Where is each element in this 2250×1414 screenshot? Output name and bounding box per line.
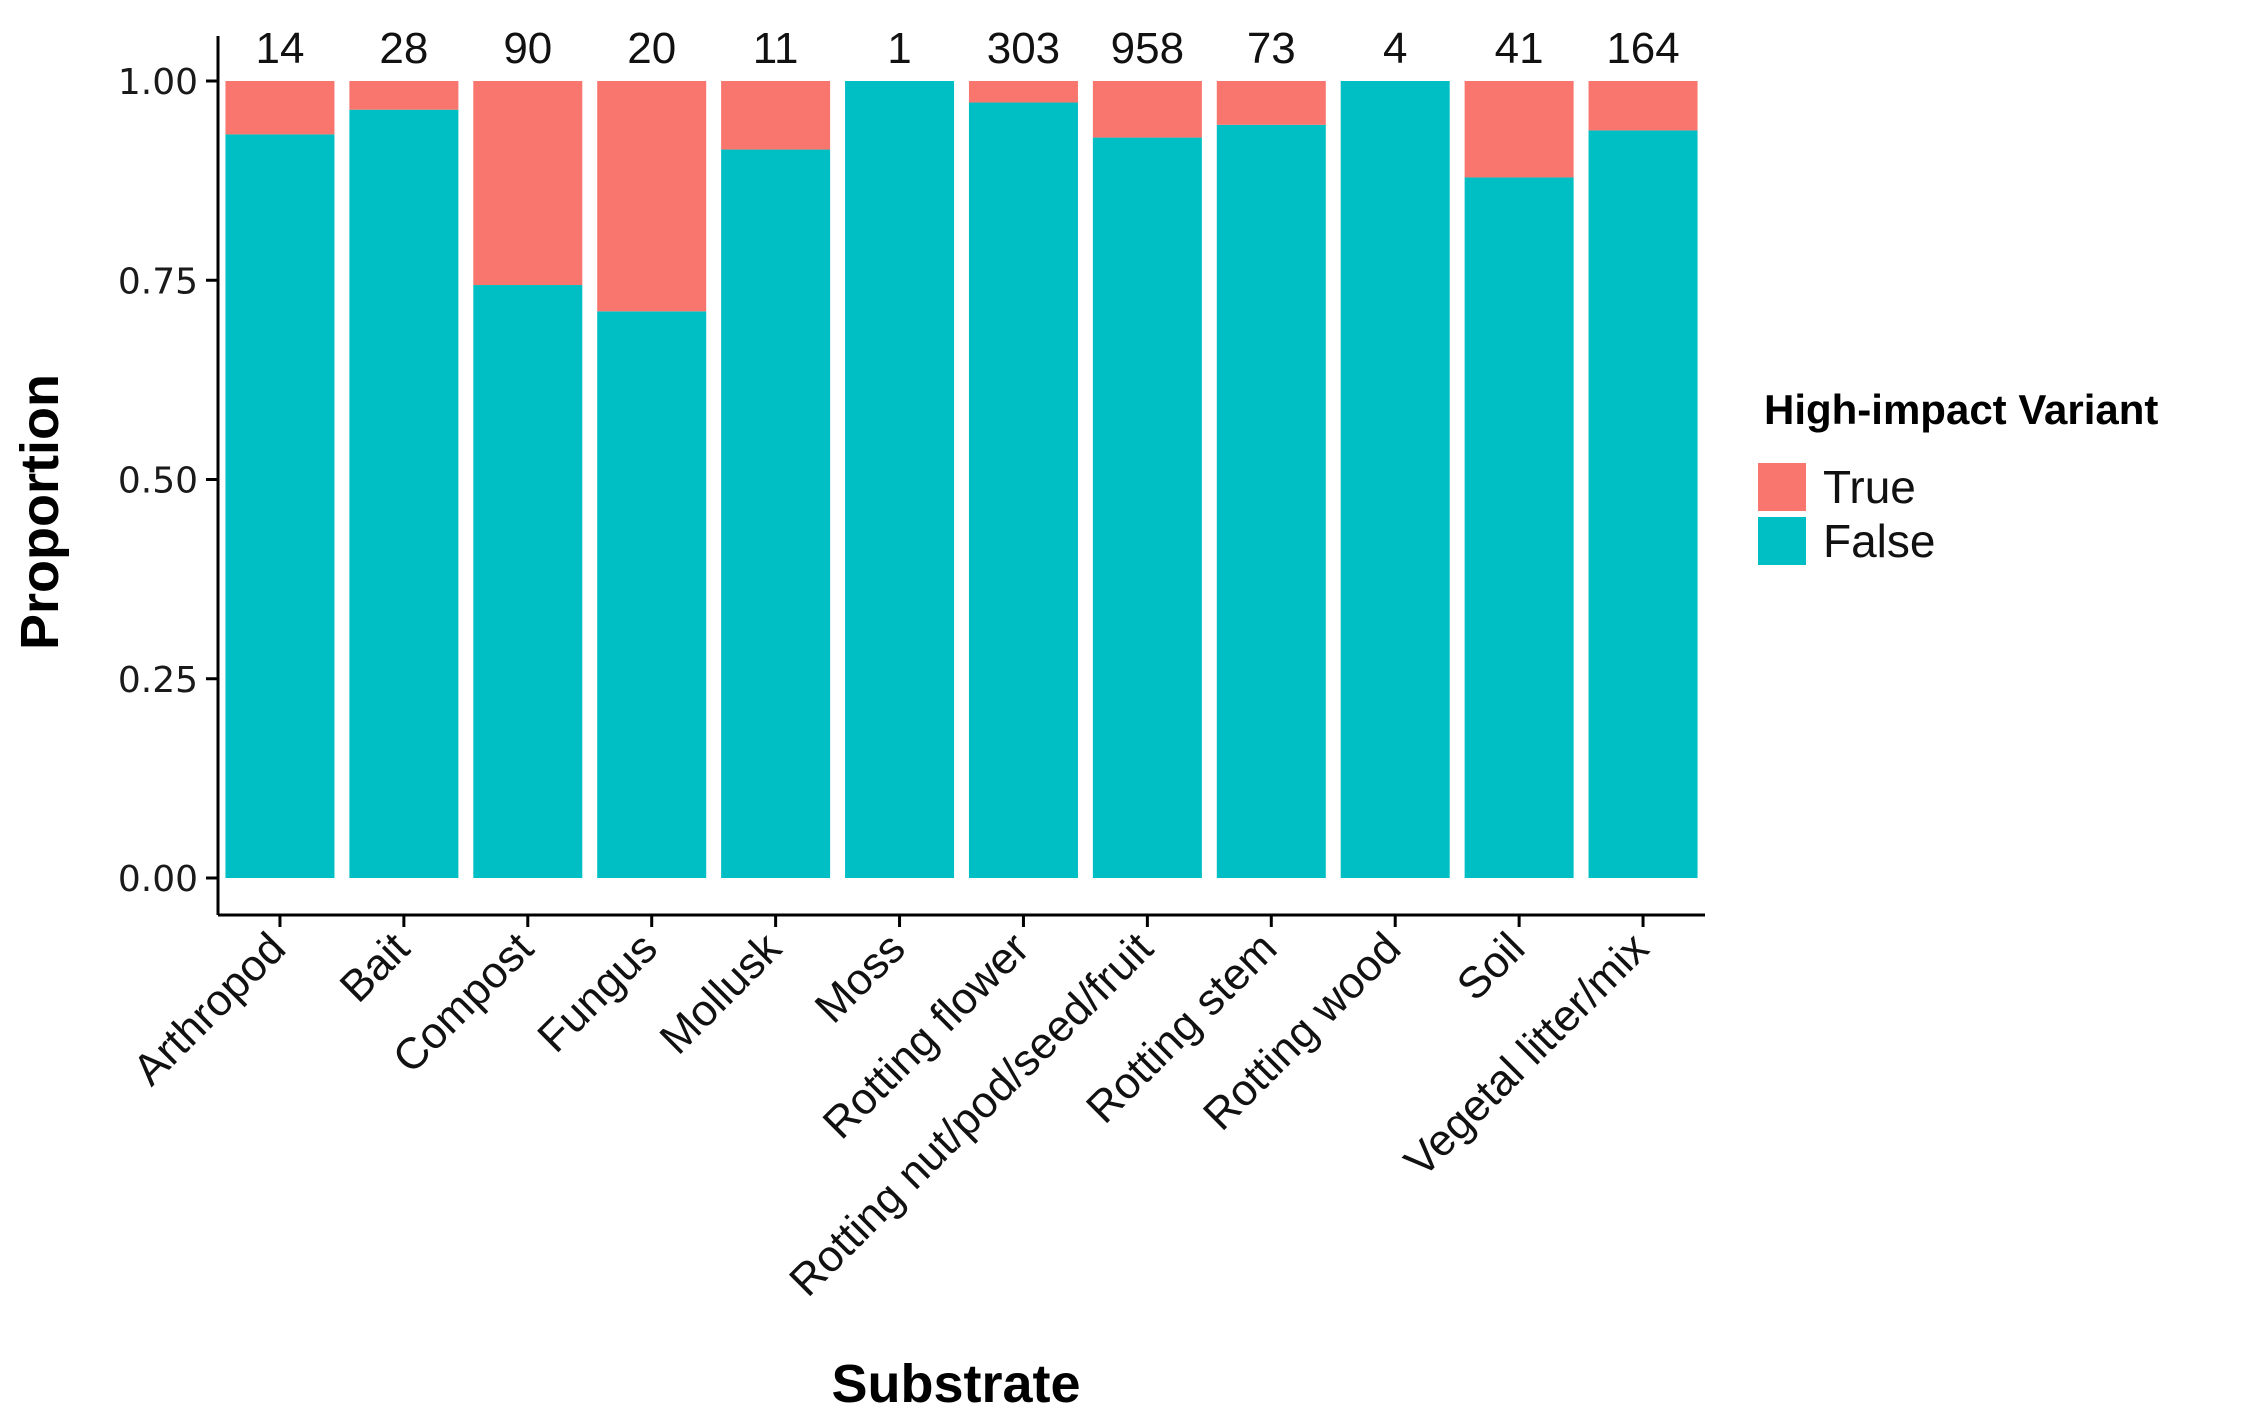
bar-true-rotting-flower	[968, 81, 1078, 103]
bar-group-moss	[845, 81, 955, 878]
bar-false-fungus	[597, 311, 707, 878]
bar-group-bait	[349, 81, 459, 878]
bar-true-compost	[473, 81, 583, 286]
count-label-arthropod: 14	[255, 24, 304, 73]
bar-group-rotting-stem	[1216, 81, 1326, 878]
legend-swatch-false	[1758, 517, 1806, 565]
x-tick-label-mollusk: Mollusk	[651, 923, 792, 1064]
count-label-mollusk: 11	[753, 24, 799, 73]
y-tick-label: 0.00	[118, 859, 198, 900]
y-axis-title: Proportion	[10, 374, 70, 650]
bar-false-moss	[845, 81, 955, 878]
count-label-bait: 28	[379, 24, 428, 73]
bar-group-mollusk	[721, 81, 831, 879]
bar-false-vegetal-litter-mix	[1588, 130, 1698, 878]
bar-false-soil	[1464, 177, 1574, 878]
bar-false-mollusk	[721, 149, 831, 879]
bar-false-rotting-nut-pod-seed-fruit	[1092, 137, 1202, 878]
x-axis-title: Substrate	[831, 1354, 1080, 1414]
bar-true-vegetal-litter-mix	[1588, 81, 1698, 131]
count-label-vegetal-litter-mix: 164	[1606, 24, 1679, 73]
x-tick-label-soil: Soil	[1448, 923, 1535, 1010]
x-tick-label-moss: Moss	[806, 923, 915, 1032]
bar-false-rotting-flower	[968, 102, 1078, 879]
count-label-compost: 90	[503, 24, 552, 73]
bar-group-vegetal-litter-mix	[1588, 81, 1698, 878]
legend-label-true: True	[1823, 461, 1916, 513]
legend-swatch-true	[1758, 463, 1806, 511]
bar-group-compost	[473, 81, 583, 879]
bar-group-soil	[1464, 81, 1574, 878]
count-label-rotting-nut-pod-seed-fruit: 958	[1111, 24, 1184, 73]
bar-true-fungus	[597, 81, 707, 312]
bar-false-arthropod	[225, 134, 335, 879]
legend-label-false: False	[1823, 515, 1935, 567]
legend-title: High-impact Variant	[1764, 386, 2158, 433]
x-tick-label-arthropod: Arthropod	[124, 923, 295, 1094]
bar-true-arthropod	[225, 81, 335, 135]
y-tick-label: 1.00	[118, 62, 198, 103]
bar-true-mollusk	[721, 81, 831, 150]
y-axis: 0.00 0.25 0.50 0.75 1.00	[118, 36, 220, 915]
count-label-fungus: 20	[627, 24, 676, 73]
bar-false-rotting-stem	[1216, 124, 1326, 878]
y-tick-label: 0.75	[118, 261, 198, 302]
y-tick-label: 0.50	[118, 461, 198, 502]
count-label-rotting-flower: 303	[987, 24, 1060, 73]
count-label-moss: 1	[887, 24, 911, 73]
bar-true-soil	[1464, 81, 1574, 178]
x-tick-label-fungus: Fungus	[528, 923, 666, 1061]
bar-false-rotting-wood	[1340, 81, 1450, 878]
bar-false-bait	[349, 109, 459, 878]
y-tick-label: 0.25	[118, 660, 198, 701]
bar-group-fungus	[597, 81, 707, 878]
bar-true-rotting-stem	[1216, 81, 1326, 125]
bar-true-bait	[349, 81, 459, 110]
count-label-rotting-stem: 73	[1247, 24, 1296, 73]
bar-group-rotting-wood	[1340, 81, 1450, 878]
bar-group-rotting-flower	[968, 81, 1078, 879]
bar-group-rotting-nut-pod-seed-fruit	[1092, 81, 1202, 878]
bar-false-compost	[473, 285, 583, 879]
count-label-soil: 41	[1495, 24, 1544, 73]
bar-group-arthropod	[225, 81, 335, 879]
bar-true-rotting-nut-pod-seed-fruit	[1092, 81, 1202, 138]
x-tick-label-bait: Bait	[331, 923, 419, 1011]
count-label-rotting-wood: 4	[1383, 24, 1407, 73]
bars-layer	[225, 81, 1698, 879]
count-labels: 14 28 90 20 11 1 303 958 73 4 41 164	[255, 24, 1679, 73]
